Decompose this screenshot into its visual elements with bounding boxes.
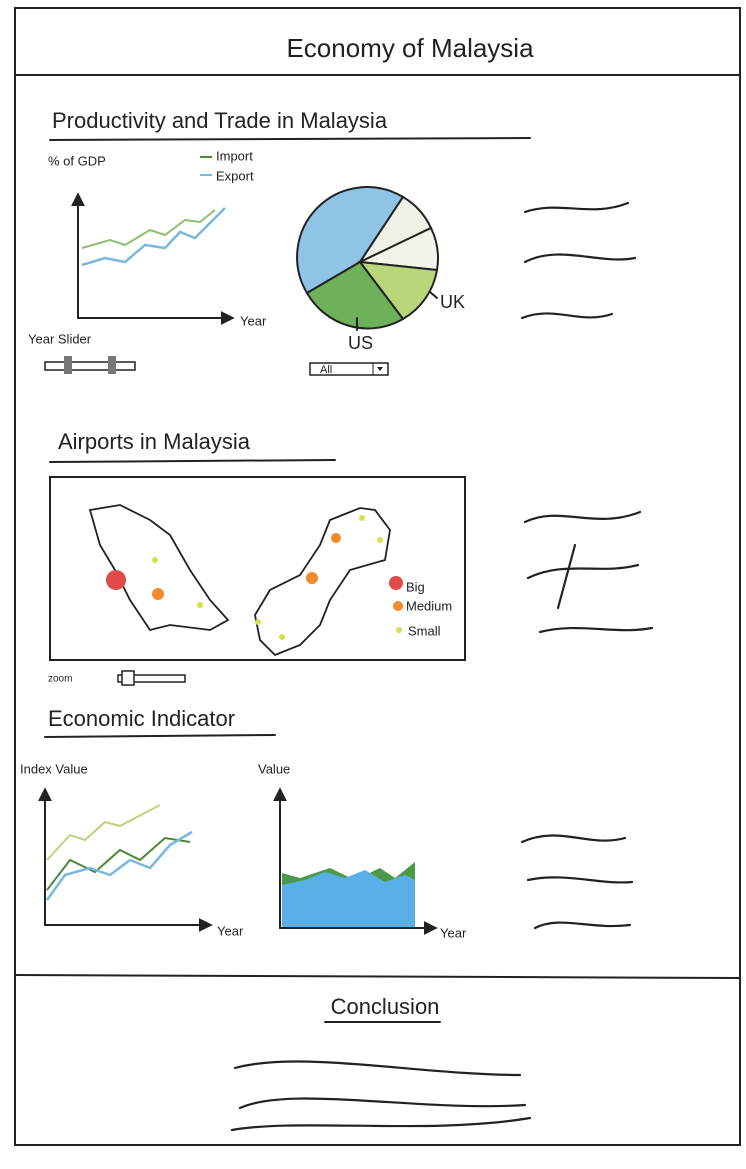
airport-small-group — [152, 515, 383, 640]
x-axis-label: Year — [440, 925, 467, 940]
dropdown-arrow — [377, 367, 383, 371]
x-axis-label: Year — [217, 923, 244, 938]
indicator-line — [46, 836, 191, 891]
section-rule — [14, 974, 741, 979]
indicator-line — [46, 804, 161, 861]
airport-small[interactable] — [377, 537, 383, 543]
text-placeholder — [520, 312, 614, 320]
airport-small[interactable] — [255, 619, 261, 625]
legend-swatch — [393, 601, 403, 611]
y-axis-label: Index Value — [20, 761, 88, 776]
import-line — [81, 209, 216, 249]
text-placeholder — [233, 1060, 522, 1077]
y-axis-label: Value — [258, 761, 290, 776]
underline — [44, 734, 276, 738]
airport-small[interactable] — [359, 515, 365, 521]
pie-slice — [357, 260, 439, 321]
text-placeholder — [523, 510, 642, 524]
pie-slice — [305, 260, 405, 330]
legend-label: Big — [406, 579, 425, 594]
text-placeholder — [523, 201, 630, 214]
year-slider[interactable] — [44, 356, 136, 374]
conclusion-title: Conclusion — [331, 994, 440, 1019]
map-frame — [49, 476, 466, 661]
dropdown[interactable]: All — [309, 362, 389, 376]
underline — [49, 137, 531, 141]
borneo-map — [254, 507, 391, 657]
text-placeholder — [538, 626, 654, 634]
underline — [49, 459, 336, 463]
text-placeholder — [533, 921, 632, 930]
pie-label: UK — [440, 292, 465, 312]
airport-medium[interactable] — [152, 588, 164, 600]
page-title: Economy of Malaysia — [286, 33, 534, 63]
text-placeholder — [523, 253, 637, 264]
pie-label: US — [348, 333, 373, 353]
text-placeholder — [556, 543, 577, 610]
pie-leader — [429, 291, 438, 299]
pie-slice — [296, 186, 405, 295]
text-placeholder — [526, 876, 634, 884]
airport-medium[interactable] — [331, 533, 341, 543]
peninsula-map — [88, 504, 230, 632]
area-front — [282, 870, 415, 928]
section-title: Airports in Malaysia — [58, 429, 251, 454]
airport-small[interactable] — [197, 602, 203, 608]
airport-medium[interactable] — [306, 572, 318, 584]
airport-small[interactable] — [152, 557, 158, 563]
pie-chart — [296, 186, 439, 330]
legend-label: Import — [216, 148, 253, 163]
airport-big[interactable] — [106, 570, 126, 590]
text-placeholder — [520, 834, 627, 844]
x-axis-label: Year — [240, 313, 267, 328]
text-placeholder — [230, 1116, 532, 1132]
slider-track — [44, 361, 136, 371]
dropdown-box[interactable] — [309, 362, 389, 376]
section-title: Productivity and Trade in Malaysia — [52, 108, 388, 133]
slider-track — [117, 674, 186, 683]
slider-handle[interactable] — [121, 670, 135, 686]
legend-swatch — [396, 627, 402, 633]
zoom-label: zoom — [48, 674, 72, 685]
frame — [14, 7, 741, 1146]
text-placeholder — [526, 563, 640, 580]
export-line — [81, 207, 226, 267]
slider-handle[interactable] — [64, 356, 72, 374]
indicator-line — [45, 830, 193, 901]
legend-label: Medium — [406, 598, 452, 613]
airport-small[interactable] — [279, 634, 285, 640]
text-placeholder — [238, 1097, 527, 1110]
slider-label: Year Slider — [28, 331, 92, 346]
legend-label: Export — [216, 168, 254, 183]
legend-label: Small — [408, 623, 441, 638]
y-axis-label: % of GDP — [48, 153, 106, 168]
slider-handle[interactable] — [108, 356, 116, 374]
dropdown-value: All — [320, 364, 332, 376]
zoom-slider[interactable] — [117, 670, 186, 686]
legend-swatch — [389, 576, 403, 590]
section-title: Economic Indicator — [48, 706, 235, 731]
